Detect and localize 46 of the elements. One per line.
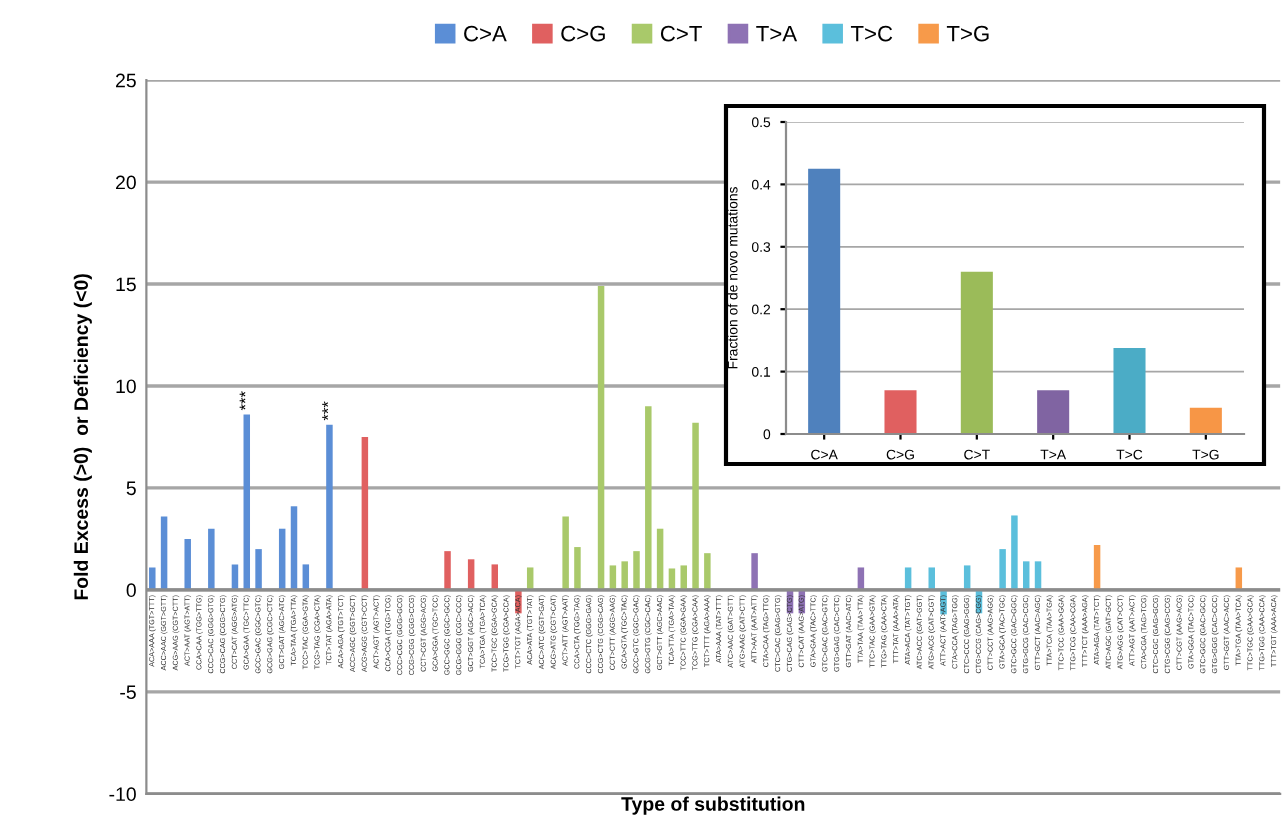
- bar: [751, 553, 758, 590]
- bar: [184, 538, 191, 590]
- bar: [704, 553, 711, 590]
- y-tick-label: 15: [116, 277, 136, 292]
- bar: [361, 436, 369, 590]
- bar: [680, 565, 687, 590]
- bar: [597, 286, 605, 590]
- y-tick-label: 10: [116, 379, 136, 394]
- bar: [290, 506, 298, 590]
- legend-label: C>A: [464, 25, 507, 42]
- bar: [243, 414, 251, 590]
- bar: [999, 549, 1006, 590]
- bar: [692, 422, 699, 590]
- annotation: ***: [239, 391, 246, 411]
- annotation: ***: [322, 401, 329, 421]
- y-tick-label: -10: [109, 787, 136, 802]
- bar: [149, 567, 156, 590]
- bar: [255, 549, 262, 590]
- legend-label: T>A: [756, 25, 798, 42]
- legend-label: T>C: [850, 25, 893, 42]
- bar: [633, 551, 640, 590]
- bar: [1011, 515, 1018, 590]
- legend-label: C>G: [561, 25, 605, 42]
- bar: [562, 516, 569, 590]
- y-tick-label: 25: [116, 73, 136, 88]
- bar: [160, 516, 168, 590]
- legend-label: C>T: [660, 25, 702, 42]
- y-tick-label: 0: [126, 583, 136, 598]
- bar: [444, 551, 451, 590]
- y-axis-title: Fold Excess (>0) or Deficiency (<0): [73, 274, 92, 600]
- y-tick-label: -5: [120, 685, 136, 700]
- bar: [808, 168, 841, 434]
- bar: [1037, 390, 1070, 434]
- legend-label: T>G: [946, 25, 989, 42]
- y-tick-label: 5: [126, 481, 136, 496]
- bar: [574, 547, 581, 590]
- bar: [884, 390, 917, 434]
- bar: [621, 561, 628, 590]
- bar: [326, 424, 333, 590]
- x-axis-title: Type of substitution: [621, 796, 805, 815]
- bar: [1189, 407, 1222, 434]
- bar: [645, 406, 652, 590]
- y-tick-label: 20: [116, 175, 136, 190]
- bar: [1113, 347, 1146, 434]
- bar: [208, 528, 215, 590]
- bar: [960, 271, 993, 434]
